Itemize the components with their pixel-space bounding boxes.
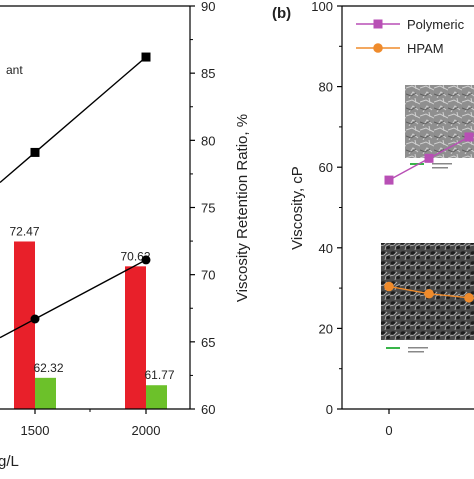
circle-marker-hpam-1	[424, 288, 434, 299]
x-tick-label-0: 0	[385, 423, 392, 438]
legend-label-0: Polymeric	[407, 17, 465, 32]
legend: Polymeric HPAM	[356, 17, 465, 56]
y2-tick-label-60: 60	[201, 402, 215, 417]
legend-square-marker	[373, 19, 383, 29]
legend-label-1: HPAM	[407, 41, 444, 56]
y-tick-label-100: 100	[311, 0, 333, 14]
sem-inset-bottom	[381, 243, 474, 355]
circle-marker-hpam-2	[464, 292, 474, 303]
bar-series2-1500	[35, 377, 56, 409]
y2-tick-label-70: 70	[201, 268, 215, 283]
circle-marker-1500	[30, 314, 40, 324]
square-marker-polymeric-2	[464, 132, 474, 142]
y2-tick-label-65: 65	[201, 335, 215, 350]
square-marker-1500	[30, 147, 40, 157]
data-label-series2-2000: 61.77	[144, 368, 174, 382]
y2-tick-label-90: 90	[201, 0, 215, 14]
panel-label: (b)	[272, 5, 291, 22]
square-marker-2000	[141, 52, 151, 62]
y-tick-label-0: 0	[326, 402, 333, 417]
bar-series2-2000	[146, 385, 167, 409]
circle-marker-2000	[141, 255, 151, 265]
x-tick-label-1500: 1500	[21, 423, 50, 438]
data-label-series1-1500: 72.47	[9, 224, 39, 238]
y2-axis-title: Viscosity Retention Ratio, %	[234, 114, 251, 302]
bar-series1-2000	[125, 266, 146, 409]
x-axis-title: g/L	[0, 453, 19, 470]
y-tick-label-20: 20	[319, 321, 333, 336]
square-marker-polymeric-1	[424, 153, 434, 163]
legend-circle-marker	[373, 43, 383, 53]
y2-tick-label-75: 75	[201, 201, 215, 216]
data-label-series2-1500: 62.32	[33, 361, 63, 375]
y2-tick-label-85: 85	[201, 66, 215, 81]
y-tick-label-80: 80	[319, 80, 333, 95]
y-axis-title: Viscosity, cP	[289, 166, 306, 250]
sem-inset-top	[405, 85, 474, 173]
panel-b: (b) 0 20 40 60 80 100 0 Viscosity, cP Polymeric HP…	[272, 0, 474, 438]
y2-tick-label-80: 80	[201, 133, 215, 148]
x-tick-label-2000: 2000	[132, 423, 161, 438]
y-tick-label-40: 40	[319, 241, 333, 256]
y-tick-label-60: 60	[319, 160, 333, 175]
legend-text-fragment: ant	[6, 63, 23, 77]
circle-marker-hpam-0	[384, 281, 394, 292]
square-marker-polymeric-0	[384, 175, 394, 185]
